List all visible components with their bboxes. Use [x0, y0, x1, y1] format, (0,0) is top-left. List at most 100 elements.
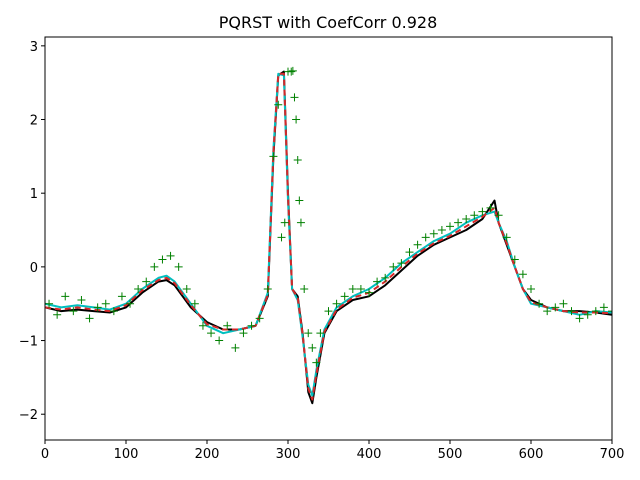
data-point-marker [535, 299, 544, 308]
data-point-marker [263, 284, 272, 293]
data-point-marker [53, 310, 62, 319]
series-green-markers [45, 66, 612, 367]
data-point-marker [454, 218, 463, 227]
data-point-marker [117, 292, 126, 301]
data-point-marker [45, 299, 54, 308]
y-tick-label: −2 [19, 408, 38, 423]
data-point-marker [255, 314, 264, 323]
data-point-marker [134, 284, 143, 293]
data-point-marker [239, 329, 248, 338]
data-point-marker [373, 277, 382, 286]
y-tick-label: −1 [19, 335, 38, 350]
data-point-marker [356, 284, 365, 293]
data-point-marker [599, 303, 608, 312]
data-point-marker [207, 329, 216, 338]
y-tick-label: 2 [30, 114, 38, 129]
data-point-marker [190, 299, 199, 308]
data-point-marker [93, 303, 102, 312]
data-point-marker [413, 240, 422, 249]
data-point-marker [518, 270, 527, 279]
data-point-marker [502, 233, 511, 242]
data-point-marker [288, 66, 297, 75]
data-point-marker [551, 303, 560, 312]
data-point-marker [77, 296, 86, 305]
data-point-marker [478, 207, 487, 216]
data-point-marker [575, 314, 584, 323]
data-point-marker [269, 152, 278, 161]
data-point-marker [332, 299, 341, 308]
data-point-marker [559, 299, 568, 308]
data-point-marker [608, 307, 612, 316]
data-point-marker [429, 229, 438, 238]
data-point-marker [231, 343, 240, 352]
data-point-marker [591, 307, 600, 316]
data-point-marker [277, 233, 286, 242]
data-point-marker [158, 255, 167, 264]
data-point-marker [308, 343, 317, 352]
data-point-marker [85, 314, 94, 323]
data-point-marker [274, 100, 283, 109]
data-point-marker [61, 292, 70, 301]
data-point-marker [142, 277, 151, 286]
data-point-marker [150, 262, 159, 271]
series-line-red-dashed [45, 72, 612, 401]
data-point-marker [340, 292, 349, 301]
data-point-marker [437, 226, 446, 235]
data-point-marker [198, 321, 207, 330]
data-point-marker [462, 214, 471, 223]
x-tick-label: 300 [276, 447, 301, 462]
data-point-marker [215, 336, 224, 345]
series-line-cyan-solid [45, 72, 612, 397]
data-point-marker [389, 262, 398, 271]
data-point-marker [280, 218, 289, 227]
data-point-marker [510, 255, 519, 264]
data-point-marker [126, 299, 135, 308]
data-point-marker [290, 93, 299, 102]
data-point-marker [397, 259, 406, 268]
y-axis: −2 −1 0 1 2 3 [19, 40, 45, 423]
data-point-marker [247, 321, 256, 330]
data-point-marker [470, 211, 479, 220]
data-point-marker [486, 203, 495, 212]
data-point-marker [405, 248, 414, 257]
x-tick-label: 200 [195, 447, 220, 462]
series-line-black-solid [45, 70, 612, 405]
data-point-marker [174, 262, 183, 271]
data-point-marker [316, 329, 325, 338]
data-point-marker [223, 321, 232, 330]
data-point-marker [365, 288, 373, 297]
data-point-marker [446, 222, 454, 231]
data-point-marker [300, 284, 309, 293]
data-point-marker [166, 251, 175, 260]
y-tick-label: 1 [30, 187, 38, 202]
data-point-marker [312, 358, 321, 367]
y-tick-label: 0 [30, 261, 38, 276]
data-point-marker [296, 218, 305, 227]
data-point-marker [324, 307, 333, 316]
x-tick-label: 100 [114, 447, 139, 462]
x-tick-label: 400 [357, 447, 382, 462]
series-layer [45, 66, 612, 405]
x-axis: 0 100 200 300 400 500 600 700 [41, 440, 625, 462]
data-point-marker [567, 307, 576, 316]
x-tick-label: 500 [438, 447, 463, 462]
data-point-marker [421, 233, 430, 242]
data-point-marker [101, 299, 110, 308]
data-point-marker [583, 310, 592, 319]
data-point-marker [182, 284, 191, 293]
data-point-marker [381, 273, 390, 282]
y-tick-label: 3 [30, 40, 38, 55]
data-point-marker [287, 67, 296, 76]
data-point-marker [295, 196, 304, 205]
data-point-marker [304, 329, 313, 338]
chart-title: PQRST with CoefCorr 0.928 [219, 13, 438, 32]
data-point-marker [292, 115, 301, 124]
x-tick-label: 0 [41, 447, 49, 462]
data-point-marker [109, 307, 118, 316]
data-point-marker [348, 284, 357, 293]
x-tick-label: 600 [519, 447, 544, 462]
data-point-marker [293, 156, 302, 165]
x-tick-label: 700 [600, 447, 625, 462]
plot-frame [44, 36, 613, 441]
